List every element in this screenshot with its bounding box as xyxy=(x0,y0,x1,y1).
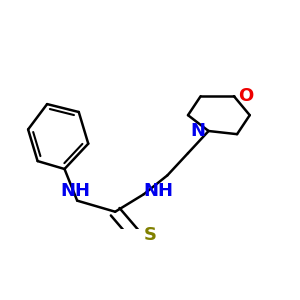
Text: N: N xyxy=(190,122,205,140)
Text: NH: NH xyxy=(143,182,173,200)
Text: S: S xyxy=(143,226,157,244)
Text: NH: NH xyxy=(61,182,91,200)
Text: O: O xyxy=(238,87,254,105)
